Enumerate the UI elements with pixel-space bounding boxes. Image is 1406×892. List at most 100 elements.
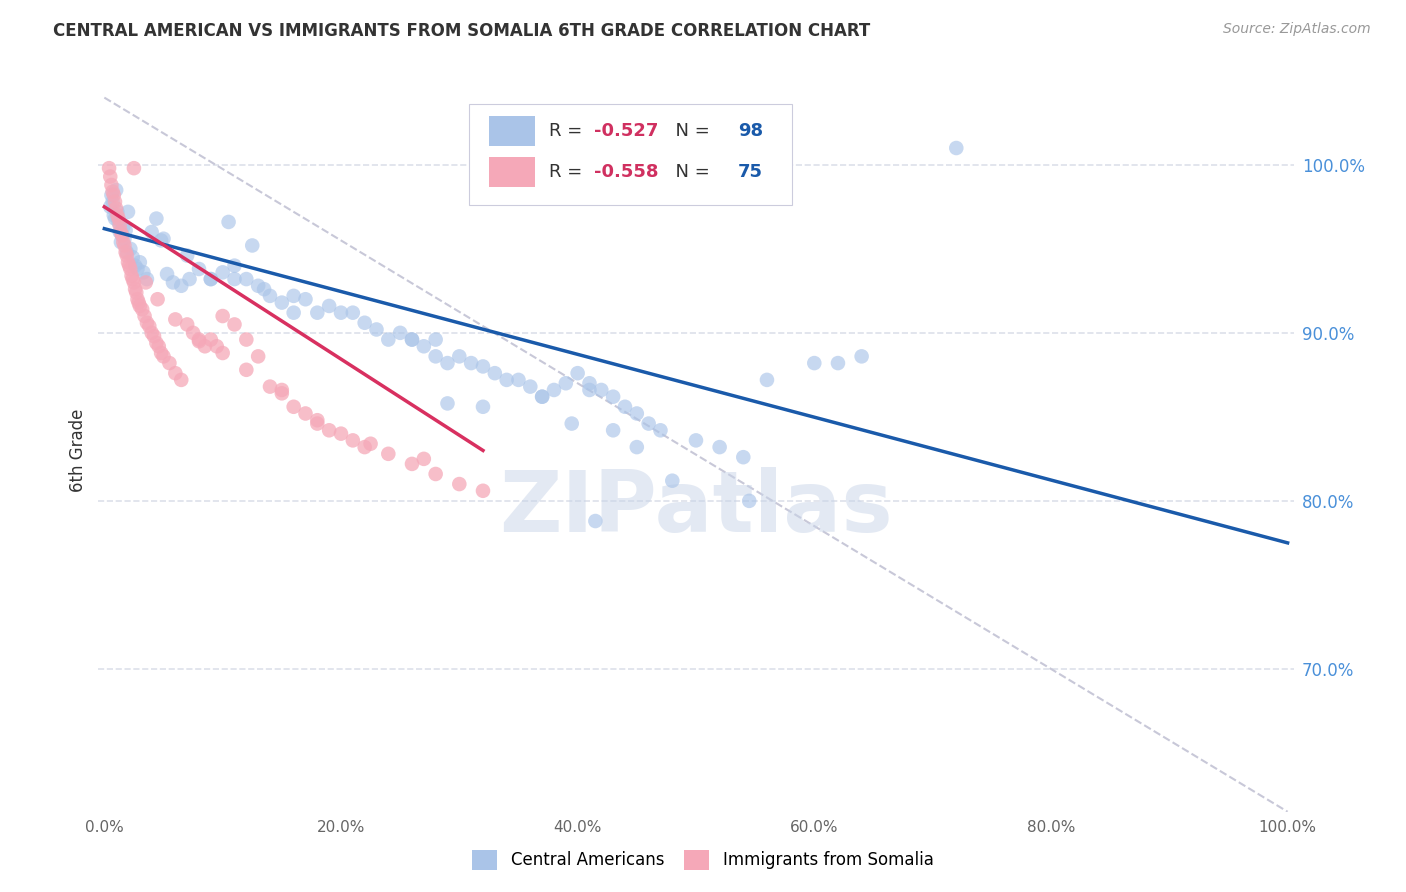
Point [330, 426, 353, 441]
Point [118, 259, 141, 273]
Point [283, 289, 305, 303]
Text: 75: 75 [738, 163, 763, 181]
Text: R =: R = [548, 122, 588, 140]
Point [141, 326, 163, 340]
Point [360, 436, 382, 450]
Text: CENTRAL AMERICAN VS IMMIGRANTS FROM SOMALIA 6TH GRADE CORRELATION CHART: CENTRAL AMERICAN VS IMMIGRANTS FROM SOMA… [53, 22, 870, 40]
Point [105, 208, 128, 222]
Point [851, 350, 873, 364]
Point [626, 440, 648, 454]
Point [602, 390, 624, 404]
Point [105, 202, 128, 216]
Point [100, 178, 122, 192]
Point [401, 457, 423, 471]
Point [117, 205, 139, 219]
Point [112, 235, 135, 249]
Point [307, 306, 329, 320]
Point [259, 289, 281, 303]
Point [561, 417, 583, 431]
Point [531, 390, 554, 404]
Point [436, 396, 458, 410]
Point [353, 440, 375, 454]
Point [591, 383, 613, 397]
FancyBboxPatch shape [489, 116, 534, 146]
Point [170, 373, 193, 387]
Point [449, 350, 471, 364]
Point [366, 322, 388, 336]
Point [353, 316, 375, 330]
Point [224, 259, 246, 273]
Point [294, 407, 316, 421]
Y-axis label: 6th Grade: 6th Grade [69, 409, 87, 492]
Point [162, 276, 184, 290]
Point [283, 400, 305, 414]
Point [235, 363, 257, 377]
Point [685, 434, 707, 448]
Point [152, 350, 174, 364]
Point [101, 194, 124, 209]
Point [150, 234, 173, 248]
Point [342, 434, 364, 448]
FancyBboxPatch shape [489, 157, 534, 187]
Point [122, 161, 145, 176]
Point [412, 451, 434, 466]
Point [132, 265, 155, 279]
Point [495, 373, 517, 387]
Point [103, 188, 125, 202]
Point [98, 169, 121, 184]
Point [120, 262, 142, 277]
Point [100, 188, 122, 202]
Point [425, 350, 447, 364]
Point [449, 477, 471, 491]
Point [205, 339, 228, 353]
Point [105, 183, 128, 197]
Text: R =: R = [548, 163, 588, 181]
Point [108, 219, 131, 233]
Point [148, 339, 170, 353]
Point [103, 208, 125, 222]
Point [136, 272, 159, 286]
Point [554, 376, 576, 391]
Point [146, 292, 169, 306]
Point [122, 276, 145, 290]
Point [200, 333, 222, 347]
Point [110, 235, 132, 249]
Point [318, 423, 340, 437]
Point [124, 282, 146, 296]
Text: -0.558: -0.558 [595, 163, 659, 181]
Point [107, 215, 129, 229]
Point [170, 278, 193, 293]
Point [377, 447, 399, 461]
Point [101, 185, 124, 199]
Point [318, 299, 340, 313]
Point [138, 319, 160, 334]
Point [165, 312, 187, 326]
Text: ZIPatlas: ZIPatlas [499, 467, 893, 549]
Point [131, 302, 153, 317]
Point [567, 366, 589, 380]
Point [626, 407, 648, 421]
Point [145, 211, 167, 226]
Point [165, 366, 187, 380]
Point [117, 255, 139, 269]
Point [211, 346, 233, 360]
Point [389, 326, 412, 340]
Point [543, 383, 565, 397]
Point [484, 366, 506, 380]
Point [104, 211, 127, 226]
Point [110, 225, 132, 239]
Point [578, 383, 600, 397]
Point [235, 333, 257, 347]
Point [143, 329, 166, 343]
Point [200, 272, 222, 286]
Point [401, 333, 423, 347]
Point [827, 356, 849, 370]
Point [661, 474, 683, 488]
Point [211, 309, 233, 323]
Point [114, 238, 136, 252]
Point [188, 333, 211, 347]
Point [136, 316, 159, 330]
Point [127, 262, 149, 277]
Point [112, 219, 135, 234]
Point [519, 379, 541, 393]
